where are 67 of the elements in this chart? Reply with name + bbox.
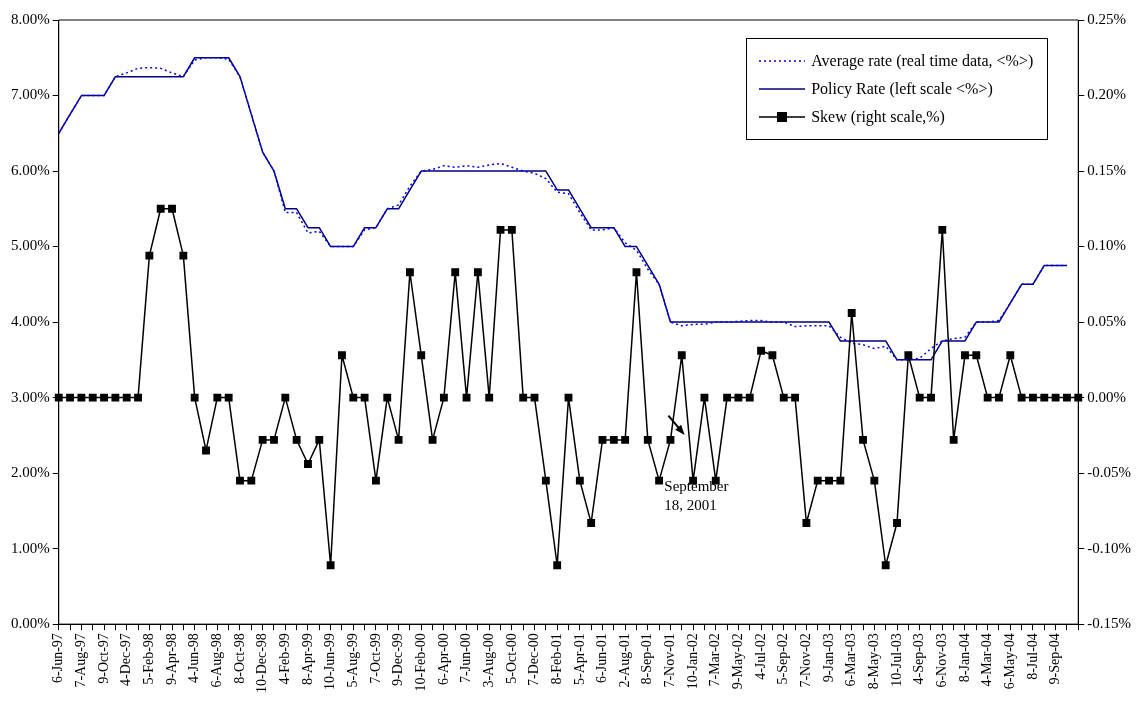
x-tick-label: 8-Oct-98	[231, 633, 247, 684]
y2-tick-label: 0.05%	[1087, 313, 1127, 330]
y-tick-label: 8.00%	[11, 10, 50, 27]
x-tick-label: 7-Mar-02	[707, 633, 723, 687]
x-tick-label: 6-Mar-03	[843, 633, 859, 687]
x-tick-label: 8-Apr-99	[299, 633, 315, 685]
x-tick-label: 7-Nov-02	[798, 633, 814, 688]
y-tick-label: 2.00%	[11, 464, 50, 481]
y2-tick-label: 0.20%	[1087, 86, 1127, 103]
y2-tick-label: 0.25%	[1087, 10, 1127, 27]
x-tick-label: 6-Nov-03	[934, 633, 949, 688]
y-tick-label: 3.00%	[11, 388, 50, 405]
x-tick-label: 5-Apr-01	[571, 633, 587, 685]
y-tick-label: 5.00%	[11, 237, 50, 254]
x-tick-label: 6-Apr-00	[435, 633, 451, 685]
x-tick-label: 8-May-03	[866, 633, 882, 690]
x-tick-label: 7-Nov-01	[662, 633, 678, 688]
y2-tick-label: 0.00%	[1087, 388, 1127, 405]
x-tick-label: 4-Feb-99	[276, 633, 292, 685]
x-tick-label: 4-Sep-03	[911, 633, 927, 685]
y-tick-label: 1.00%	[11, 539, 50, 556]
x-tick-label: 7-Aug-97	[73, 633, 89, 688]
y-tick-label: 6.00%	[11, 161, 50, 178]
y2-tick-label: 0.10%	[1087, 237, 1127, 254]
x-tick-label: 9-May-02	[730, 633, 746, 690]
y-tick-label: 4.00%	[11, 313, 50, 330]
x-tick-label: 7-Jun-00	[458, 633, 474, 683]
y2-tick-label: -0.05%	[1087, 464, 1132, 481]
x-tick-label: 2-Aug-01	[616, 633, 632, 688]
x-tick-label: 3-Aug-00	[480, 633, 496, 688]
annotation: September 18, 2001	[664, 477, 729, 513]
x-tick-label: 6-Jun-01	[594, 633, 610, 683]
y2-tick-label: -0.15%	[1087, 615, 1132, 632]
x-tick-label: 10-Jan-02	[684, 633, 700, 690]
x-tick-label: 9-Jan-03	[820, 633, 836, 683]
x-tick-label: 4-Mar-04	[979, 633, 995, 687]
x-tick-label: 9-Sep-04	[1047, 633, 1063, 685]
y2-tick-label: 0.15%	[1087, 161, 1127, 178]
x-tick-label: 6-Jun-97	[50, 633, 66, 683]
x-tick-label: 6-Aug-98	[209, 633, 225, 688]
x-tick-label: 8-Jul-04	[1024, 633, 1040, 680]
y-tick-label: 7.00%	[11, 86, 50, 103]
x-tick-label: 5-Oct-00	[503, 633, 519, 684]
x-tick-label: 9-Apr-98	[163, 633, 179, 685]
x-tick-label: 10-Jun-99	[322, 633, 338, 690]
x-tick-label: 4-Jun-98	[186, 633, 202, 683]
legend-label: Policy Rate (left scale <%>)	[811, 80, 993, 98]
legend-label: Skew (right scale,%)	[811, 108, 945, 126]
x-tick-label: 7-Dec-00	[526, 633, 542, 687]
x-tick-label: 9-Oct-97	[95, 633, 111, 684]
x-tick-label: 6-May-04	[1001, 633, 1017, 690]
y2-tick-label: -0.10%	[1087, 539, 1132, 556]
legend-label: Average rate (real time data, <%>)	[811, 52, 1034, 70]
x-tick-label: 4-Dec-97	[118, 633, 134, 687]
x-tick-label: 7-Oct-99	[367, 633, 383, 684]
x-tick-label: 10-Feb-00	[412, 633, 428, 692]
y-tick-label: 0.00%	[11, 615, 50, 632]
x-tick-label: 9-Dec-99	[390, 633, 406, 687]
x-tick-label: 5-Sep-02	[775, 633, 791, 685]
x-tick-label: 8-Feb-01	[548, 633, 564, 685]
x-tick-label: 8-Sep-01	[639, 633, 655, 685]
x-tick-label: 8-Jan-04	[956, 633, 972, 683]
x-tick-label: 10-Jul-03	[888, 633, 904, 687]
x-tick-label: 5-Feb-98	[141, 633, 157, 685]
x-tick-label: 5-Aug-99	[344, 633, 360, 688]
x-tick-label: 10-Dec-98	[254, 633, 270, 694]
x-tick-label: 4-Jul-02	[752, 633, 768, 680]
